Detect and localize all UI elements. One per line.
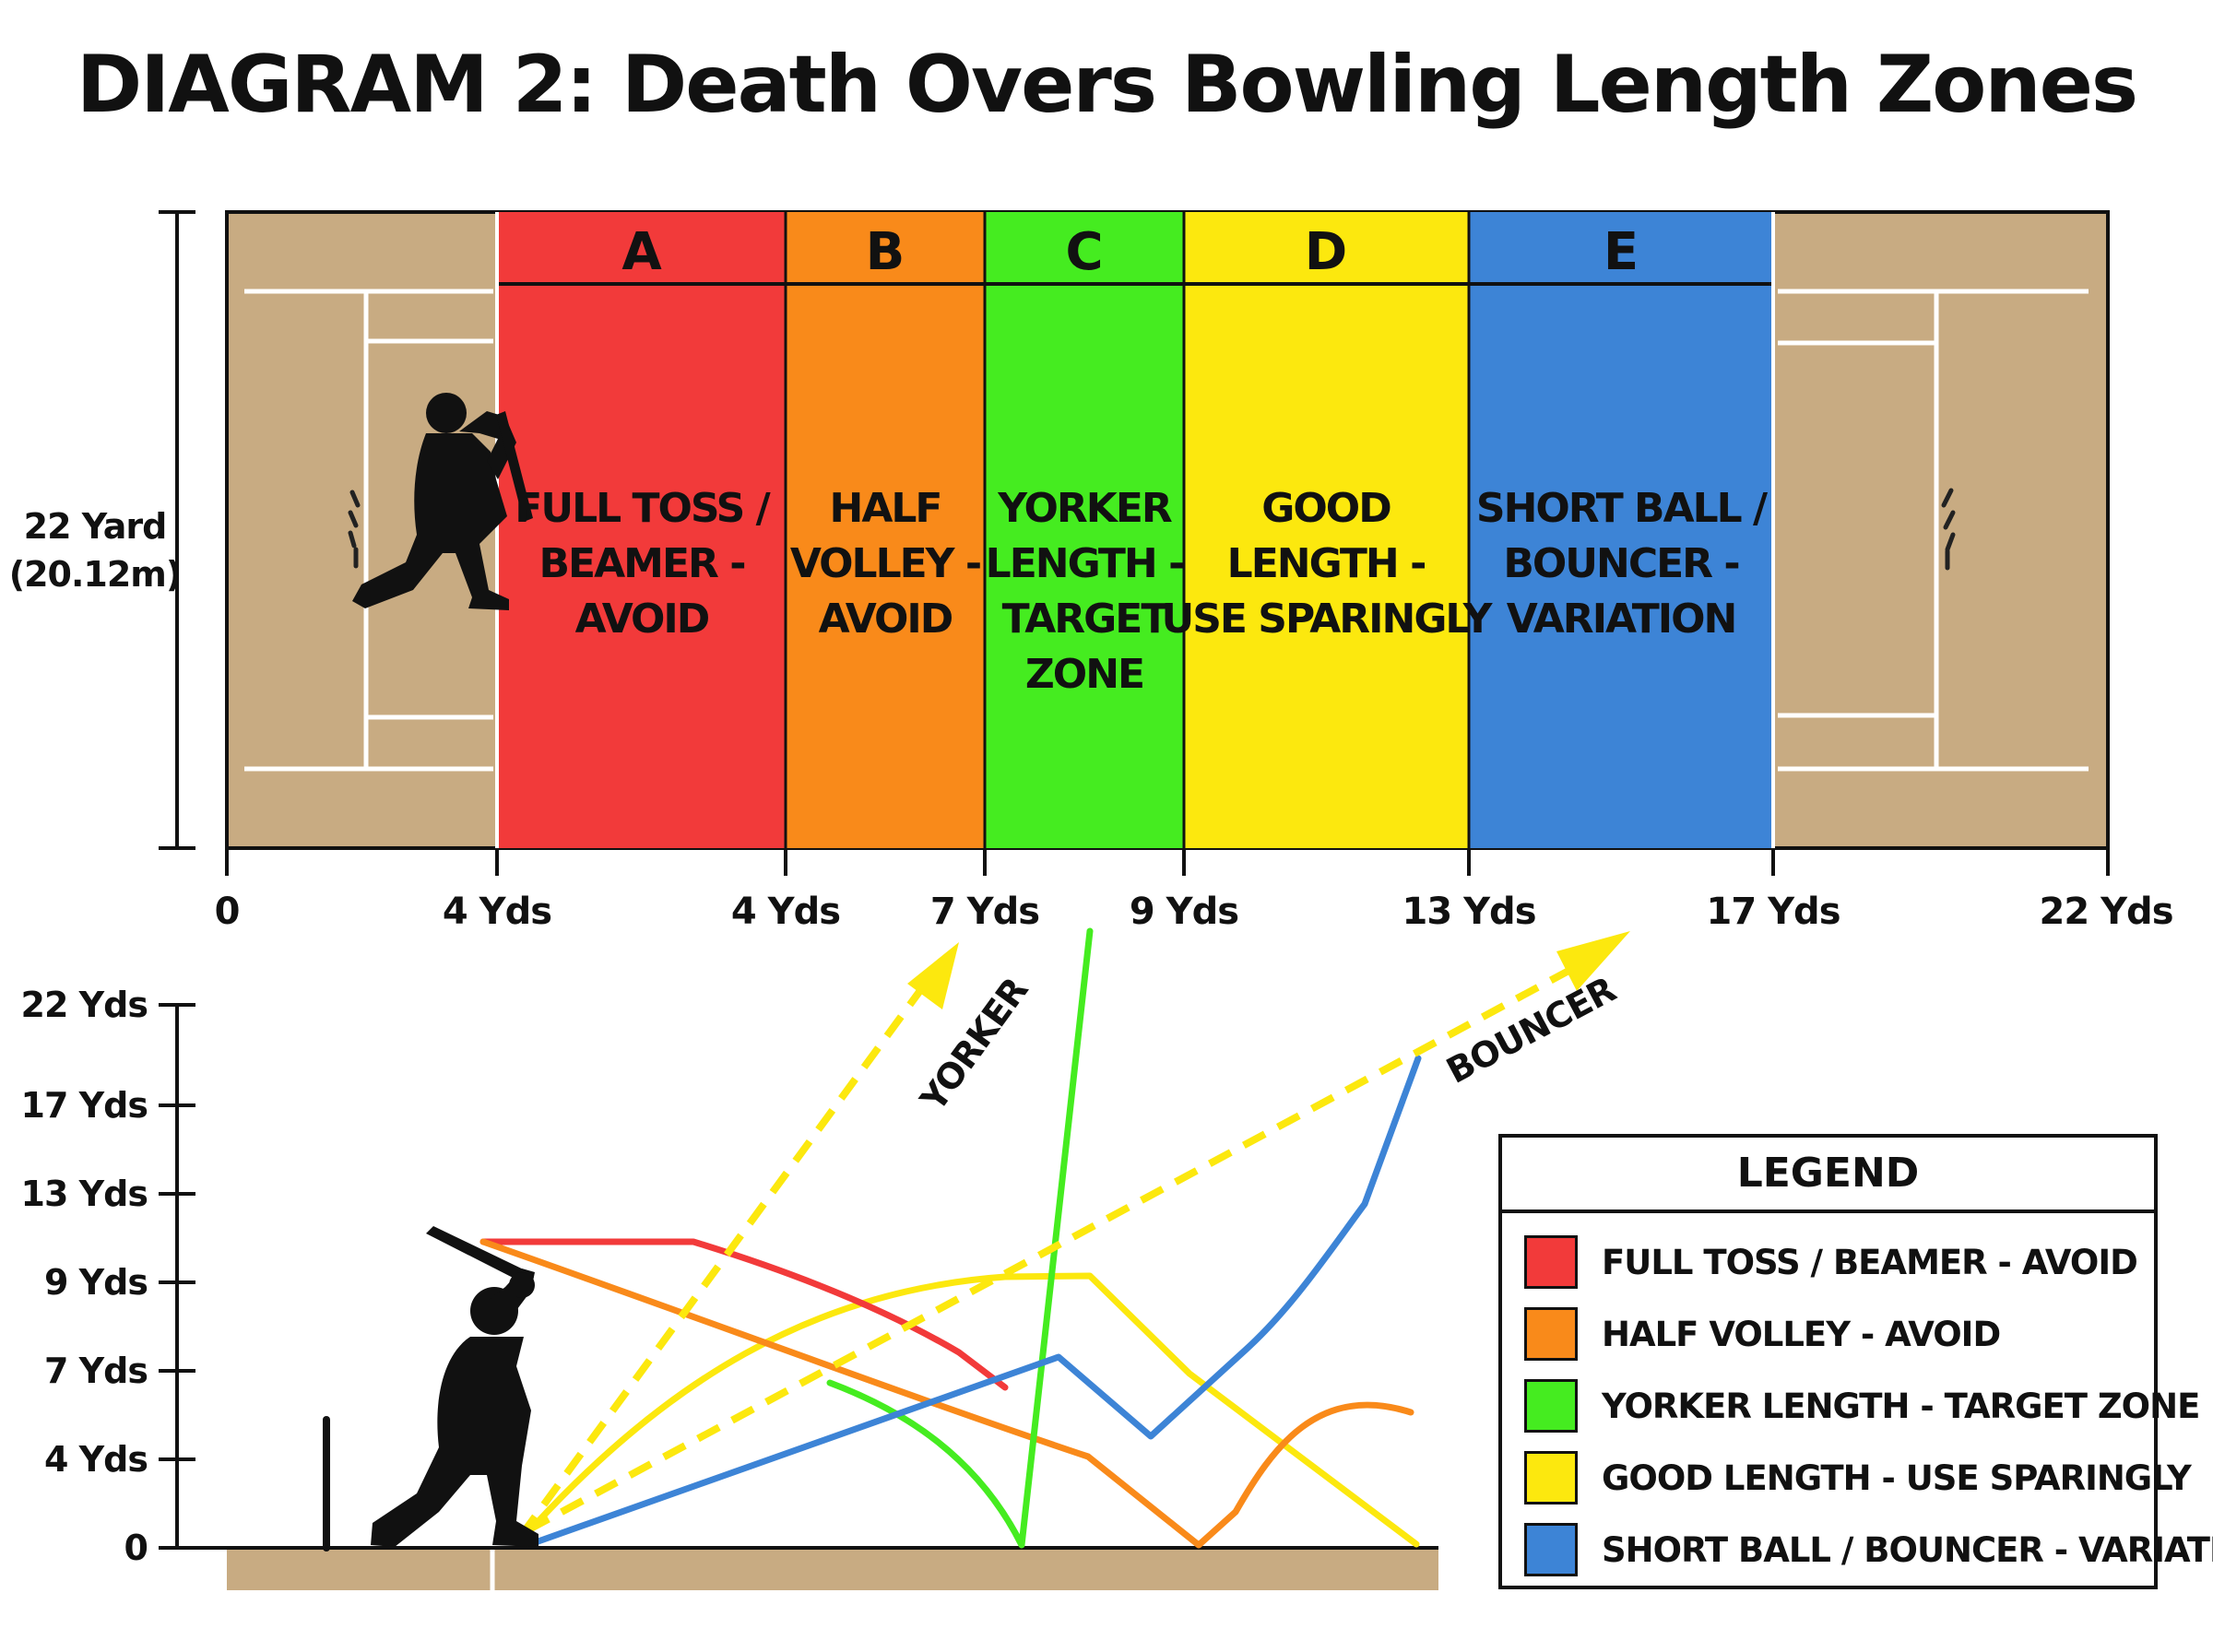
legend-label-half-volley: HALF VOLLEY - AVOID [1602,1314,2001,1354]
length-bracket [159,210,195,850]
legend-box: LEGEND FULL TOSS / BEAMER - AVOID HALF V… [1498,1134,2213,1589]
trajectory-bouncer [529,1055,1422,1547]
zone-c-desc-3: TARGET [1002,596,1169,643]
legend-item-yorker: YORKER LENGTH - TARGET ZONE [1524,1377,2200,1434]
length-label-line2: (20.12m) [9,554,182,595]
legend-label-yorker: YORKER LENGTH - TARGET ZONE [1602,1386,2200,1426]
zone-e-letter: E [1604,222,1639,282]
zone-e-desc-3: VARIATION [1507,596,1736,643]
legend-swatch-yorker [1524,1379,1578,1433]
height-tick-4: 7 Yds [44,1351,148,1391]
zone-d-band [1184,212,1469,848]
pitch-plan: A B C D E FULL TOSS / BEAMER - AVOID HAL… [9,210,2174,933]
zone-a-desc-1: FULL TOSS / [515,485,771,532]
stumps-right-icon [1941,488,1956,571]
distance-tick-2: 4 Yds [731,891,840,933]
yorker-arrow-head-icon [907,942,959,1009]
crease-right [1778,289,2089,772]
zone-a-band [497,212,786,848]
height-tick-6: 0 [124,1528,148,1568]
legend-swatch-bouncer [1524,1523,1578,1576]
legend-label-bouncer: SHORT BALL / BOUNCER - VARIATION [1602,1529,2213,1570]
batsman-top-icon [352,393,533,610]
zone-b-desc-3: AVOID [819,596,953,643]
distance-ticks [225,848,2110,876]
trajectory-panel: 22 Yds 17 Yds 13 Yds 9 Yds 7 Yds 4 Yds 0 [21,927,1630,1590]
legend-label-full-toss: FULL TOSS / BEAMER - AVOID [1602,1242,2138,1282]
diagram-title: DIAGRAM 2: Death Overs Bowling Length Zo… [76,39,2138,131]
zone-d-desc-3: USE SPARINGLY [1162,596,1494,643]
zone-d-desc-1: GOOD [1261,485,1391,532]
distance-tick-6: 17 Yds [1707,891,1840,933]
zone-b-band [786,212,985,848]
zone-c-desc-2: LENGTH - [986,540,1184,587]
distance-tick-5: 13 Yds [1402,891,1536,933]
height-tick-3: 9 Yds [44,1262,148,1303]
trajectory-yorker-length [826,927,1094,1549]
distance-tick-3: 7 Yds [930,891,1039,933]
height-ticks [159,1003,195,1550]
height-tick-0: 22 Yds [21,985,148,1025]
zone-b-letter: B [866,222,905,282]
zone-separators [784,212,1471,848]
zone-e-desc-1: SHORT BALL / [1476,485,1769,532]
legend-item-half-volley: HALF VOLLEY - AVOID [1524,1305,2001,1363]
height-tick-1: 17 Yds [21,1085,148,1126]
zone-a-desc-3: AVOID [575,596,709,643]
zone-e-desc-2: BOUNCER - [1503,540,1738,587]
bouncer-arrow-head-icon [1556,931,1630,991]
yorker-arrow-line [517,973,935,1539]
zone-c-band [985,212,1184,848]
trajectory-full-toss [479,1238,1009,1391]
legend-swatch-good-length [1524,1451,1578,1504]
zone-b-desc-2: VOLLEY - [790,540,980,587]
zone-e-band [1469,212,1773,848]
zone-c-letter: C [1065,222,1103,282]
zone-c-desc-1: YORKER [997,485,1172,532]
stumps-left-icon [348,490,361,569]
zone-a-desc-2: BEAMER - [539,540,745,587]
bouncer-arrow-line [526,959,1586,1534]
zone-b-desc-1: HALF [830,485,941,532]
trajectory-good-length [524,1272,1420,1548]
legend-item-bouncer: SHORT BALL / BOUNCER - VARIATION [1524,1521,2213,1578]
zone-a-letter: A [621,222,662,282]
batsman-bottom-icon [371,1226,538,1547]
length-label-line1: 22 Yard [24,506,167,547]
zone-c-desc-4: ZONE [1025,651,1143,698]
legend-item-good-length: GOOD LENGTH - USE SPARINGLY [1524,1449,2192,1506]
distance-tick-7: 22 Yds [2040,891,2173,933]
legend-swatch-full-toss [1524,1235,1578,1289]
legend-label-good-length: GOOD LENGTH - USE SPARINGLY [1602,1457,2192,1498]
ground-strip [227,1548,1438,1590]
zone-d-letter: D [1305,222,1347,282]
legend-title: LEGEND [1502,1138,2154,1213]
distance-tick-4: 9 Yds [1130,891,1238,933]
legend-item-full-toss: FULL TOSS / BEAMER - AVOID [1524,1233,2138,1291]
height-tick-5: 4 Yds [44,1439,148,1480]
distance-tick-0: 0 [215,891,240,933]
height-tick-2: 13 Yds [21,1174,148,1214]
crease-left [244,289,493,772]
legend-swatch-half-volley [1524,1307,1578,1361]
zone-d-desc-2: LENGTH - [1227,540,1426,587]
distance-tick-1: 4 Yds [443,891,551,933]
